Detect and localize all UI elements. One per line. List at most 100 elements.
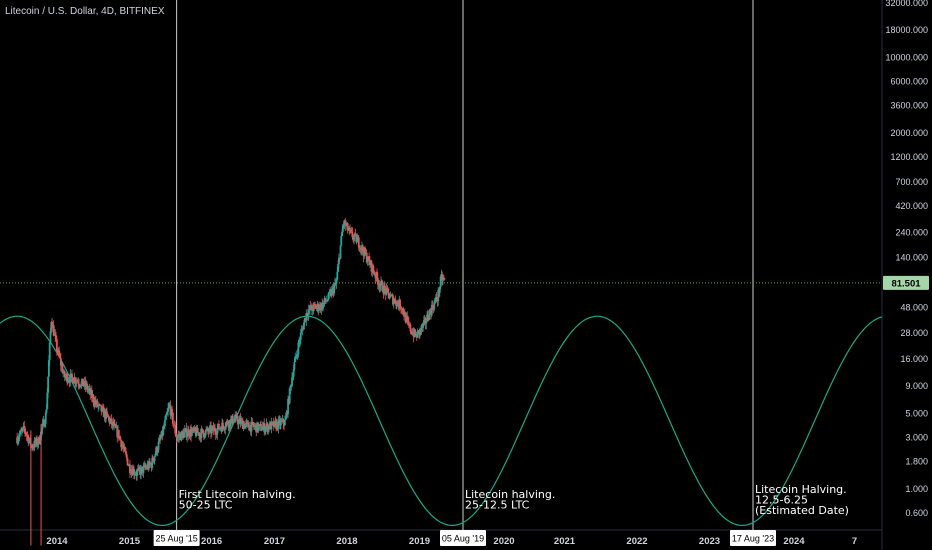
candle-body <box>419 328 421 335</box>
candle-body <box>310 305 313 310</box>
candle-body <box>36 443 39 445</box>
candle-body <box>385 287 388 295</box>
candle-body <box>386 287 389 289</box>
candle-body <box>151 457 154 468</box>
candle-body <box>342 223 345 226</box>
candle-body <box>117 429 120 439</box>
candle-body <box>58 350 61 357</box>
candle-body <box>307 309 310 316</box>
candle-body <box>252 422 254 426</box>
candle-body <box>208 427 211 433</box>
x-tick-label: 7 <box>852 536 857 547</box>
candle-body <box>218 423 220 430</box>
y-tick-label: 6000.000 <box>890 76 928 86</box>
candle-body <box>47 376 50 393</box>
candle-body <box>351 231 354 238</box>
candle-body <box>414 329 417 336</box>
candle-body <box>183 429 186 433</box>
candle-body <box>433 302 436 310</box>
candle-body <box>283 419 286 426</box>
y-tick-label: 32000.000 <box>885 0 928 8</box>
candle-body <box>341 231 343 236</box>
candle-body <box>24 432 27 435</box>
candle-body <box>288 388 291 404</box>
y-tick-label: 16.000 <box>900 354 928 364</box>
candle-body <box>24 428 26 433</box>
candle-body <box>258 424 261 426</box>
candle-body <box>63 371 66 378</box>
candle-body <box>376 277 379 285</box>
candle-body <box>334 282 336 287</box>
candle-body <box>183 432 185 438</box>
candle-body <box>67 380 69 383</box>
candle-body <box>434 300 436 303</box>
candle-body <box>157 441 160 450</box>
candle-body <box>280 420 282 426</box>
candle-body <box>441 274 444 281</box>
y-tick-label: 240.000 <box>895 227 928 237</box>
candle-body <box>114 424 117 428</box>
y-tick-label: 5.000 <box>905 409 928 419</box>
candle-body <box>136 469 139 472</box>
price-axis[interactable] <box>882 0 932 550</box>
candle-body <box>43 420 46 427</box>
y-tick-label: 3.000 <box>905 433 928 443</box>
candle-body <box>78 383 80 386</box>
halving-date-badge: 25 Aug '15 <box>153 530 200 546</box>
candle-body <box>328 292 331 294</box>
candle-body <box>237 419 240 425</box>
candle-body <box>361 245 364 251</box>
candle-body <box>106 413 109 417</box>
candle-body <box>164 415 167 421</box>
candle-body <box>79 386 82 387</box>
halving-annotation-text: Litecoin halving. <box>465 488 555 501</box>
halving-annotation-text: First Litecoin halving. <box>179 488 296 501</box>
candle-body <box>277 419 280 429</box>
candle-body <box>443 278 446 280</box>
candle-body <box>437 290 440 301</box>
candle-body <box>236 415 239 422</box>
halving-date-badge: 17 Aug '23 <box>730 530 776 546</box>
candle-body <box>166 411 169 415</box>
candle-body <box>152 457 154 462</box>
candle-body <box>383 285 386 294</box>
candle-body <box>345 225 347 226</box>
candle-body <box>292 369 295 377</box>
candle-body <box>335 279 338 284</box>
halving-annotation-text: 50-25 LTC <box>179 499 233 512</box>
candle-body <box>406 316 409 319</box>
candle-body <box>426 314 429 320</box>
candle-body <box>264 426 267 430</box>
candle-body <box>187 429 190 436</box>
x-tick-label: 2014 <box>46 536 68 547</box>
candle-body <box>270 421 273 430</box>
candle-body <box>287 398 289 415</box>
candle-body <box>392 300 395 305</box>
x-tick-label: 2015 <box>119 536 141 547</box>
halving-cycle-curve <box>0 315 883 526</box>
x-tick-label: 2021 <box>554 536 576 547</box>
candle-body <box>21 427 24 431</box>
candle-body <box>180 431 183 441</box>
candle-body <box>17 437 20 440</box>
candle-body <box>285 412 288 419</box>
y-tick-label: 700.000 <box>895 177 928 187</box>
candle-body <box>46 392 49 409</box>
candle-body <box>354 233 357 235</box>
y-tick-label: 9.000 <box>905 381 928 391</box>
candle-body <box>171 412 174 424</box>
candle-body <box>167 405 170 409</box>
candle-body <box>54 333 57 336</box>
halving-date-badge: 05 Aug '19 <box>440 530 486 546</box>
candle-body <box>326 300 328 302</box>
candle-body <box>172 423 175 425</box>
candle-body <box>234 415 237 419</box>
candle-body <box>19 430 22 435</box>
candle-body <box>388 292 390 299</box>
candle-body <box>156 449 159 453</box>
candle-body <box>293 362 296 370</box>
candle-body <box>273 420 276 427</box>
candle-body <box>416 331 419 338</box>
candle-body <box>299 332 302 340</box>
candle-body <box>210 428 213 434</box>
